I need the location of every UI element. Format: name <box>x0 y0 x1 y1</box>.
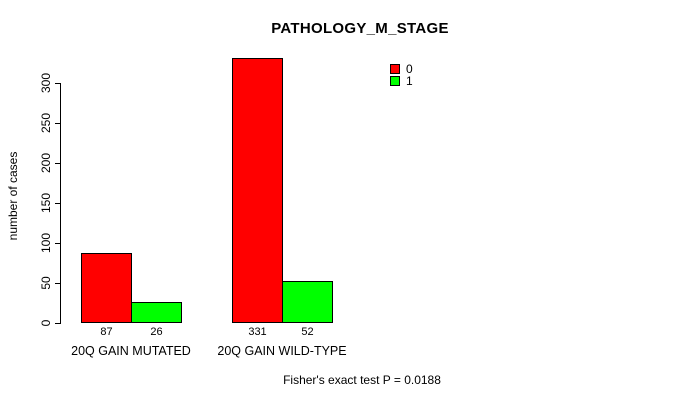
y-axis-tick <box>55 282 60 284</box>
y-axis-tick <box>55 82 60 84</box>
y-axis-tick <box>55 122 60 124</box>
y-tick-label: 100 <box>39 232 53 254</box>
y-tick-label: 150 <box>39 192 53 214</box>
legend-item: 1 <box>390 75 413 87</box>
y-axis-line <box>60 83 61 324</box>
bar-value-label: 331 <box>248 326 267 338</box>
bar-value-label: 87 <box>100 326 113 338</box>
category-label: 20Q GAIN MUTATED <box>71 344 191 358</box>
category-label: 20Q GAIN WILD-TYPE <box>217 344 347 358</box>
legend-label: 1 <box>406 74 413 88</box>
bar-series-0 <box>81 253 132 323</box>
chart-title: PATHOLOGY_M_STAGE <box>271 20 449 37</box>
y-tick-label: 300 <box>39 72 53 94</box>
bar-series-0 <box>232 58 283 323</box>
legend-item: 0 <box>390 63 413 75</box>
legend-swatch-0 <box>390 64 400 74</box>
annotation-text: Fisher's exact test P = 0.0188 <box>283 373 441 387</box>
bar-value-label: 52 <box>301 326 314 338</box>
bar-series-1 <box>282 281 333 323</box>
legend-label: 0 <box>406 62 413 76</box>
legend-swatch-1 <box>390 76 400 86</box>
y-tick-label: 0 <box>39 319 53 327</box>
y-tick-label: 50 <box>39 276 53 290</box>
y-tick-label: 200 <box>39 152 53 174</box>
bar-value-label: 26 <box>150 326 163 338</box>
y-axis-tick <box>55 322 60 324</box>
y-axis-tick <box>55 162 60 164</box>
y-axis-tick <box>55 242 60 244</box>
y-tick-label: 250 <box>39 112 53 134</box>
y-axis-tick <box>55 202 60 204</box>
bar-series-1 <box>131 302 182 323</box>
